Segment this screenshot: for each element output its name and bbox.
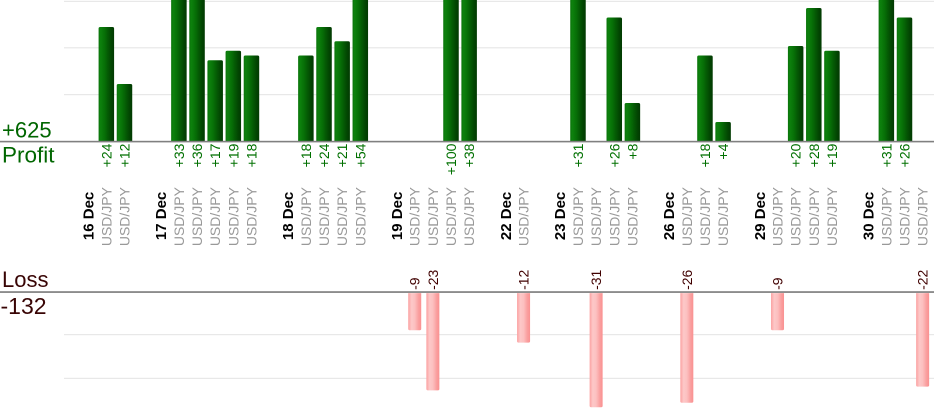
svg-text:USD/JPY: USD/JPY — [770, 186, 786, 246]
svg-text:29 Dec: 29 Dec — [752, 192, 769, 240]
svg-text:+19: +19 — [824, 143, 840, 167]
svg-text:USD/JPY: USD/JPY — [588, 186, 604, 246]
svg-text:+4: +4 — [715, 143, 731, 159]
svg-text:-23: -23 — [425, 269, 441, 289]
svg-text:USD/JPY: USD/JPY — [298, 186, 314, 246]
svg-text:Profit: Profit — [2, 142, 55, 167]
svg-text:USD/JPY: USD/JPY — [679, 186, 695, 246]
svg-text:+625: +625 — [2, 117, 52, 142]
svg-text:USD/JPY: USD/JPY — [878, 186, 894, 246]
svg-text:USD/JPY: USD/JPY — [425, 186, 441, 246]
svg-text:+24: +24 — [98, 143, 114, 167]
svg-text:+8: +8 — [624, 143, 640, 159]
svg-text:+19: +19 — [225, 143, 241, 167]
svg-text:-22: -22 — [915, 269, 931, 289]
svg-text:+54: +54 — [352, 143, 368, 167]
svg-text:23 Dec: 23 Dec — [552, 192, 569, 240]
svg-text:USD/JPY: USD/JPY — [334, 186, 350, 246]
svg-text:USD/JPY: USD/JPY — [715, 186, 731, 246]
svg-text:USD/JPY: USD/JPY — [443, 186, 459, 246]
svg-text:18 Dec: 18 Dec — [280, 192, 297, 240]
svg-text:Loss: Loss — [2, 267, 48, 292]
svg-text:+26: +26 — [897, 143, 913, 167]
svg-text:USD/JPY: USD/JPY — [316, 186, 332, 246]
svg-text:USD/JPY: USD/JPY — [788, 186, 804, 246]
svg-text:+21: +21 — [334, 143, 350, 167]
svg-text:-12: -12 — [516, 269, 532, 289]
svg-text:USD/JPY: USD/JPY — [189, 186, 205, 246]
svg-text:USD/JPY: USD/JPY — [98, 186, 114, 246]
svg-text:+31: +31 — [878, 143, 894, 167]
svg-text:USD/JPY: USD/JPY — [225, 186, 241, 246]
svg-text:+36: +36 — [189, 143, 205, 167]
svg-text:+17: +17 — [207, 143, 223, 167]
svg-text:USD/JPY: USD/JPY — [897, 186, 913, 246]
svg-text:+31: +31 — [570, 143, 586, 167]
svg-text:30 Dec: 30 Dec — [861, 192, 878, 240]
svg-text:USD/JPY: USD/JPY — [806, 186, 822, 246]
svg-text:USD/JPY: USD/JPY — [606, 186, 622, 246]
svg-text:+28: +28 — [806, 143, 822, 167]
svg-text:-31: -31 — [588, 269, 604, 289]
svg-text:17 Dec: 17 Dec — [153, 192, 170, 240]
svg-text:26 Dec: 26 Dec — [661, 192, 678, 240]
svg-text:USD/JPY: USD/JPY — [516, 186, 532, 246]
svg-text:-9: -9 — [407, 277, 423, 290]
svg-text:+100: +100 — [443, 143, 459, 175]
svg-text:19 Dec: 19 Dec — [389, 192, 406, 240]
svg-text:USD/JPY: USD/JPY — [407, 186, 423, 246]
svg-text:-26: -26 — [679, 269, 695, 289]
svg-text:USD/JPY: USD/JPY — [824, 186, 840, 246]
svg-text:USD/JPY: USD/JPY — [171, 186, 187, 246]
svg-text:+20: +20 — [788, 143, 804, 167]
svg-text:USD/JPY: USD/JPY — [915, 186, 931, 246]
svg-text:22 Dec: 22 Dec — [498, 192, 515, 240]
svg-text:-9: -9 — [770, 277, 786, 290]
svg-text:USD/JPY: USD/JPY — [117, 186, 133, 246]
svg-text:USD/JPY: USD/JPY — [207, 186, 223, 246]
svg-text:+12: +12 — [117, 143, 133, 167]
svg-text:+24: +24 — [316, 143, 332, 167]
svg-text:USD/JPY: USD/JPY — [570, 186, 586, 246]
svg-text:USD/JPY: USD/JPY — [697, 186, 713, 246]
svg-text:USD/JPY: USD/JPY — [244, 186, 260, 246]
svg-text:+18: +18 — [244, 143, 260, 167]
svg-text:+33: +33 — [171, 143, 187, 167]
svg-text:USD/JPY: USD/JPY — [352, 186, 368, 246]
svg-text:16 Dec: 16 Dec — [81, 192, 98, 240]
svg-text:+26: +26 — [606, 143, 622, 167]
svg-text:USD/JPY: USD/JPY — [624, 186, 640, 246]
svg-text:+18: +18 — [697, 143, 713, 167]
svg-text:+38: +38 — [461, 143, 477, 167]
svg-text:-132: -132 — [1, 293, 47, 319]
svg-text:+18: +18 — [298, 143, 314, 167]
svg-text:USD/JPY: USD/JPY — [461, 186, 477, 246]
